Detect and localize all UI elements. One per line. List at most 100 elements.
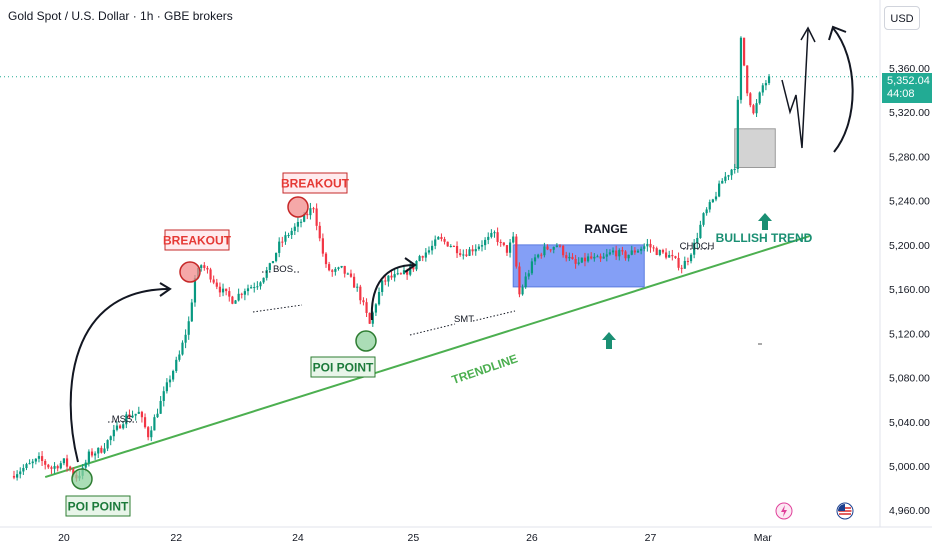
candle-body — [664, 252, 668, 258]
candle-body — [402, 270, 406, 275]
candle-body — [718, 183, 721, 197]
candle-body — [168, 379, 172, 383]
candle-body — [22, 468, 25, 472]
chart-title: Gold Spot / U.S. Dollar · 1h · GBE broke… — [8, 9, 233, 23]
candle-body — [683, 260, 686, 269]
candle-body — [181, 342, 184, 355]
candle-body — [53, 466, 56, 469]
candle-body — [449, 246, 452, 248]
candle-body — [393, 274, 396, 278]
candle-body — [714, 196, 718, 200]
candle-body — [705, 209, 708, 214]
candle-body — [56, 466, 59, 469]
candle-body — [240, 293, 243, 295]
candle-body — [193, 278, 197, 303]
candle-body — [437, 237, 440, 240]
candle-body — [237, 293, 240, 301]
candle-body — [742, 37, 746, 66]
candle-body — [328, 264, 331, 271]
candle-body — [84, 462, 87, 468]
candle-body — [424, 252, 427, 258]
candle-body — [340, 265, 343, 268]
candle-body — [225, 288, 228, 292]
candle-body — [555, 245, 558, 247]
candle-body — [337, 267, 340, 269]
candle-body — [671, 254, 674, 257]
candle-body — [231, 296, 234, 304]
candle-body — [165, 382, 168, 392]
y-tick-label: 5,120.00 — [889, 328, 930, 340]
candle-body — [549, 249, 552, 251]
candle-body — [596, 256, 599, 258]
candle-body — [711, 199, 714, 203]
candle-body — [696, 237, 699, 243]
candle-body — [115, 425, 119, 430]
candle-body — [674, 256, 677, 258]
candle-body — [143, 417, 147, 428]
x-tick-label: 22 — [170, 532, 182, 544]
annotation-label: POI POINT — [313, 361, 374, 375]
candle-body — [730, 169, 733, 176]
candle-body — [562, 245, 565, 256]
candle-body — [40, 456, 44, 461]
candle-body — [44, 460, 47, 465]
candle-body — [228, 291, 231, 297]
annotation-label: BOS — [273, 264, 293, 275]
currency-button[interactable]: USD — [884, 6, 920, 30]
candle-body — [599, 256, 602, 259]
annotation-label: CHOCH — [680, 241, 715, 252]
candle-body — [69, 466, 72, 470]
candle-body — [97, 447, 100, 454]
candle-body — [19, 471, 22, 475]
annotation-box — [164, 229, 230, 251]
us-flag-icon[interactable] — [836, 502, 854, 520]
candle-body — [758, 92, 761, 104]
candle-body — [655, 248, 658, 255]
candle-body — [31, 461, 34, 464]
candle-body — [418, 256, 421, 262]
candle-body — [465, 254, 468, 256]
smt-line-b — [472, 310, 516, 322]
candle-body — [502, 242, 505, 246]
candle-body — [593, 256, 596, 259]
candle-body — [480, 245, 484, 247]
candle-body — [505, 245, 509, 253]
candle-body — [109, 436, 112, 441]
candle-body — [586, 256, 590, 262]
candle-body — [658, 249, 661, 255]
candle-body — [90, 451, 94, 456]
lightning-icon[interactable] — [775, 502, 793, 520]
candle-body — [677, 257, 680, 268]
candle-body — [686, 260, 690, 262]
candle-body — [268, 263, 271, 271]
candle-body — [206, 267, 209, 270]
candle-body — [209, 269, 212, 280]
annotation-label: BREAKOUT — [163, 234, 232, 248]
candle-body — [122, 424, 125, 429]
candle-body — [468, 249, 471, 256]
annotation-label: BREAKOUT — [281, 177, 350, 191]
y-tick-label: 5,360.00 — [889, 63, 930, 75]
candle-body — [290, 230, 293, 236]
candle-body — [580, 257, 583, 263]
x-tick-label: 26 — [526, 532, 538, 544]
candle-body — [724, 176, 727, 181]
candle-body — [568, 256, 571, 259]
candle-body — [611, 250, 615, 253]
candle-body — [362, 300, 365, 303]
candle-body — [533, 257, 537, 262]
candle-body — [134, 413, 137, 416]
curved-arrow-3 — [832, 27, 854, 153]
y-tick-label: 5,280.00 — [889, 151, 930, 163]
candle-body — [106, 440, 109, 449]
candle-body — [427, 250, 431, 253]
candle-body — [406, 270, 409, 275]
y-tick-label: 5,080.00 — [889, 373, 930, 385]
candle-body — [72, 469, 75, 475]
candle-body — [618, 250, 621, 257]
marker-circle — [71, 468, 93, 490]
candle-body — [377, 291, 381, 305]
boxes-layer — [512, 128, 776, 288]
candle-body — [175, 359, 178, 371]
candle-body — [125, 414, 128, 425]
